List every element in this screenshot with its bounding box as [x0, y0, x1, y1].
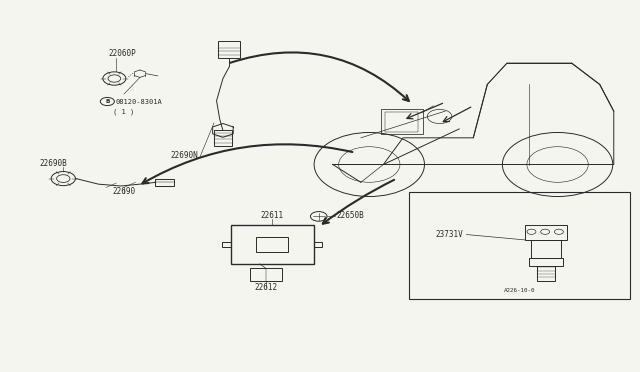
- Bar: [531, 240, 561, 259]
- Bar: [218, 41, 241, 58]
- Text: 22650B: 22650B: [336, 211, 364, 220]
- Bar: [525, 225, 567, 240]
- Bar: [410, 192, 630, 299]
- Text: 22060P: 22060P: [108, 48, 136, 58]
- Text: 22611: 22611: [260, 211, 284, 220]
- Bar: [385, 112, 419, 132]
- Text: 22690: 22690: [113, 187, 136, 196]
- Text: ( 1 ): ( 1 ): [113, 109, 134, 115]
- Text: 22690B: 22690B: [40, 158, 68, 168]
- Text: 08120-8301A: 08120-8301A: [116, 99, 163, 105]
- Bar: [314, 242, 322, 247]
- Bar: [222, 242, 230, 247]
- Bar: [529, 259, 563, 266]
- Bar: [381, 109, 422, 134]
- Text: A226-10-0: A226-10-0: [504, 288, 535, 294]
- Bar: [538, 266, 555, 281]
- Bar: [230, 225, 314, 264]
- Text: 22612: 22612: [254, 283, 277, 292]
- Bar: [214, 131, 232, 146]
- Bar: [250, 268, 282, 280]
- Text: B: B: [105, 99, 109, 104]
- Bar: [155, 179, 173, 186]
- Text: 22690N: 22690N: [171, 151, 198, 160]
- Text: 23731V: 23731V: [436, 230, 463, 239]
- Bar: [257, 237, 288, 252]
